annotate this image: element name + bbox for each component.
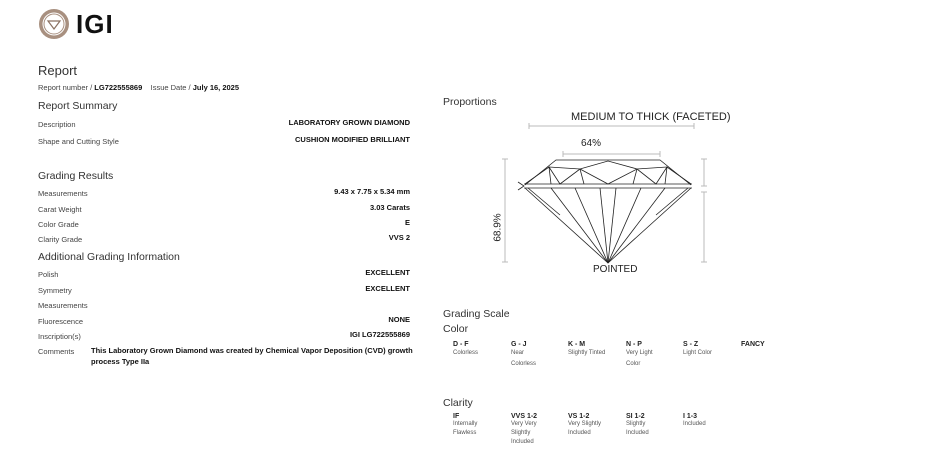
row-value: 3.03 Carats (369, 203, 410, 212)
color-scale-item: FANCY (741, 341, 765, 348)
scale-grade: FANCY (741, 341, 765, 348)
scale-desc: Colorless (453, 350, 479, 356)
row-label: Polish (38, 270, 59, 279)
scale-grade: I 1-3 (683, 413, 698, 420)
row-label: Clarity Grade (38, 235, 83, 244)
scale-desc: Very Light Color (626, 350, 653, 367)
igi-seal-icon (39, 9, 69, 39)
row-label: Color Grade (38, 220, 79, 229)
scale-grade: SI 1-2 (626, 413, 645, 420)
row-label: Symmetry (38, 286, 72, 295)
scale-grade: S - Z (683, 341, 699, 348)
scale-grade: VVS 1-2 (511, 413, 538, 420)
scale-desc: Near Colorless (511, 350, 537, 367)
color-scale-item: D - F Colorless (453, 341, 503, 359)
row-value: LABORATORY GROWN DIAMOND (288, 118, 410, 127)
scale-grade: IF (453, 413, 460, 420)
grading-scale-heading: Grading Scale (443, 308, 510, 320)
row-label: Shape and Cutting Style (38, 137, 119, 146)
clarity-scale-item: SI 1-2 Slightly Included (626, 413, 661, 438)
row-value: IGI LG722555869 (349, 330, 410, 339)
color-scale-item: K - M Slightly Tinted (568, 341, 623, 359)
row-value: 9.43 x 7.75 x 5.34 mm (334, 187, 410, 196)
clarity-scale-item: IF Internally Flawless (453, 413, 488, 438)
scale-grade: N - P (626, 341, 642, 348)
row-value: E (404, 218, 410, 227)
row-value: CUSHION MODIFIED BRILLIANT (295, 135, 410, 144)
row-label: Carat Weight (38, 205, 82, 214)
report-number: LG722555869 (94, 83, 143, 92)
scale-desc: Included (683, 421, 706, 427)
scale-desc: Very Slightly Included (568, 421, 602, 436)
row-label: Description (38, 120, 76, 129)
scale-desc: Slightly Included (626, 421, 649, 436)
clarity-scale-item: VVS 1-2 Very Very Slightly Included (511, 413, 546, 447)
grading-heading: Grading Results (38, 170, 114, 182)
row-value: EXCELLENT (365, 284, 410, 293)
report-title: Report (38, 63, 78, 78)
issue-date-label: Issue Date / (150, 83, 191, 92)
scale-desc: Slightly Tinted (568, 350, 606, 356)
logo-text: IGI (76, 9, 114, 39)
scale-desc: Internally Flawless (453, 421, 478, 436)
row-label: Fluorescence (38, 317, 84, 326)
table-label: 64% (581, 138, 602, 149)
clarity-scale-heading: Clarity (443, 397, 473, 409)
color-scale-heading: Color (443, 323, 469, 335)
row-label: Inscription(s) (38, 332, 81, 341)
row-value: VVS 2 (388, 233, 410, 242)
color-scale-item: G - J Near Colorless (511, 341, 546, 370)
culet-label: POINTED (593, 264, 638, 275)
row-value: NONE (388, 315, 410, 324)
scale-grade: K - M (568, 341, 586, 348)
summary-heading: Report Summary (38, 100, 118, 112)
color-scale-item: N - P Very Light Color (626, 341, 661, 370)
comments-label: Comments (38, 347, 75, 356)
row-label: Measurements (38, 189, 88, 198)
comments-value: This Laboratory Grown Diamond was create… (91, 346, 413, 366)
color-scale-item: S - Z Light Color (683, 341, 733, 359)
scale-grade: G - J (511, 341, 527, 348)
row-value: EXCELLENT (365, 268, 410, 277)
additional-heading: Additional Grading Information (38, 251, 180, 263)
scale-desc: Light Color (683, 350, 713, 356)
clarity-scale-item: I 1-3 Included (683, 413, 733, 429)
girdle-label: MEDIUM TO THICK (FACETED) (571, 111, 731, 123)
proportions-heading: Proportions (443, 96, 497, 108)
clarity-scale-item: VS 1-2 Very Slightly Included (568, 413, 618, 438)
diamond-outline (517, 159, 692, 264)
row-label: Measurements (38, 301, 88, 310)
report-number-label: Report number / (38, 83, 93, 92)
dimension-lines (502, 123, 707, 263)
scale-desc: Very Very Slightly Included (511, 421, 537, 445)
scale-grade: VS 1-2 (568, 413, 590, 420)
scale-grade: D - F (453, 341, 469, 348)
issue-date: July 16, 2025 (192, 83, 240, 92)
report-meta: Report number / LG722555869 Issue Date /… (38, 83, 239, 92)
igi-logo: IGI (38, 8, 113, 40)
